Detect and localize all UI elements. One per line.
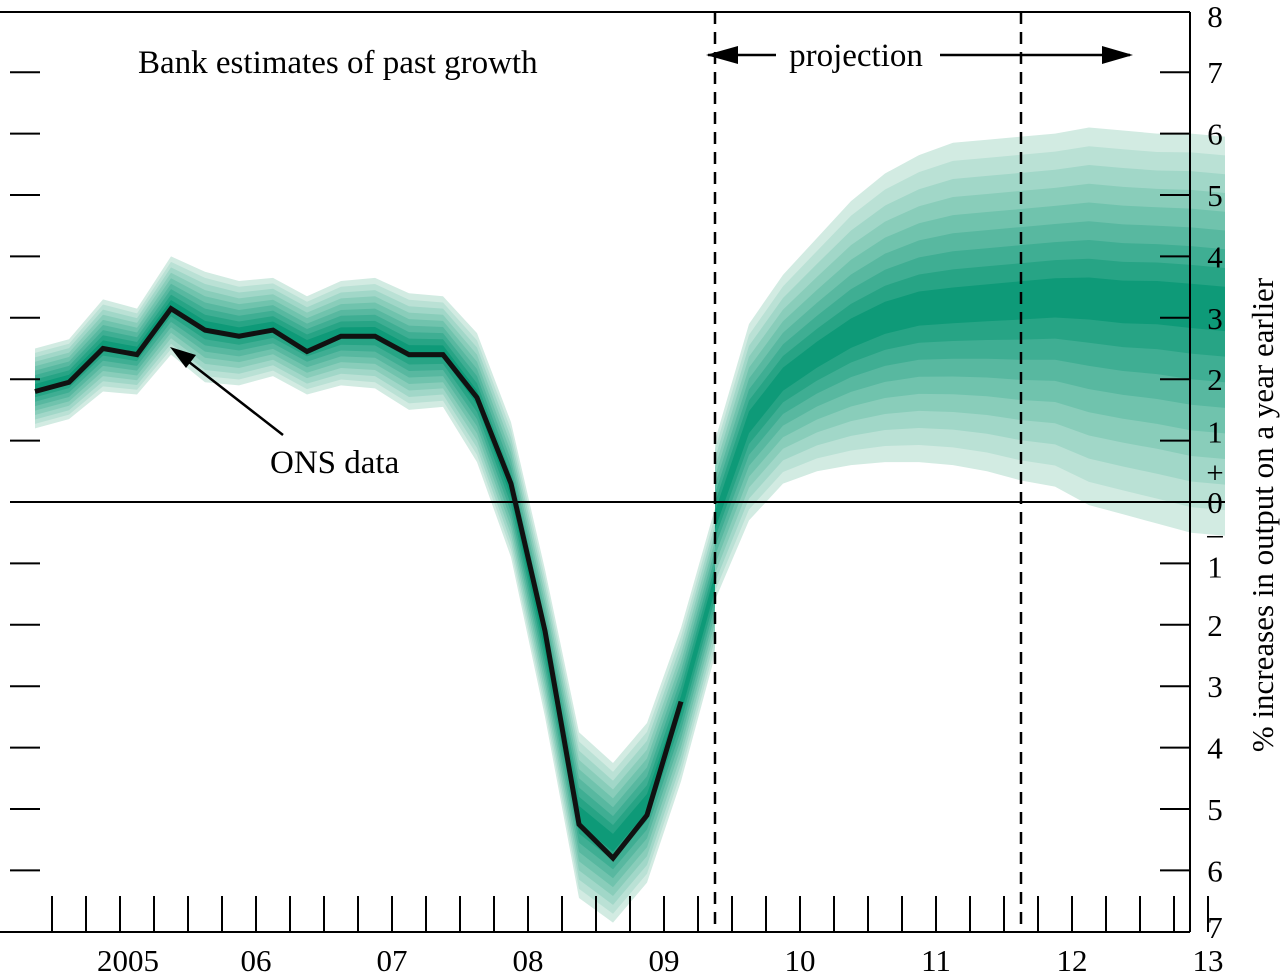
projection-arrow-right-head <box>1102 46 1133 64</box>
x-tick-label: 06 <box>241 943 272 978</box>
y-tick-label: 2 <box>1207 362 1223 397</box>
x-tick-label: 10 <box>785 943 816 978</box>
ons-arrow-shaft <box>179 354 284 436</box>
y-tick-label: 6 <box>1207 853 1223 888</box>
projection-markers <box>713 12 1023 932</box>
y-tick-label: 3 <box>1207 301 1223 336</box>
fan-bands <box>35 127 1225 923</box>
y-tick-label: 5 <box>1207 178 1223 213</box>
y-tick-label: 7 <box>1207 910 1223 945</box>
x-tick-label: 13 <box>1193 943 1224 978</box>
y-tick-label: 2 <box>1207 608 1223 643</box>
ons-data-label: ONS data <box>270 445 400 481</box>
x-tick-label: 08 <box>513 943 544 978</box>
projection-arrow-left-head <box>706 46 738 64</box>
x-tick-label: 12 <box>1057 943 1088 978</box>
projection-label: projection <box>789 38 923 74</box>
bank-estimates-label: Bank estimates of past growth <box>138 45 538 81</box>
x-tick-label: 2005 <box>97 943 159 978</box>
y-tick-label: 3 <box>1207 669 1223 704</box>
plus-sign: + <box>1206 455 1223 490</box>
y-tick-label: 5 <box>1207 792 1223 827</box>
y-tick-label: 0 <box>1207 485 1223 520</box>
y-axis-label: % increases in output on a year earlier <box>1245 277 1280 752</box>
x-tick-label: 09 <box>649 943 680 978</box>
y-tick-label: 1 <box>1207 415 1223 450</box>
y-tick-label: 1 <box>1207 549 1223 584</box>
ons-data-line <box>34 305 684 862</box>
ons-data-arrow <box>170 347 284 436</box>
minus-sign: – <box>1206 516 1223 551</box>
projection-arrows <box>706 46 1133 64</box>
y-tick-label: 7 <box>1207 55 1223 90</box>
y-tick-label: 4 <box>1207 239 1223 274</box>
ons-arrow-head <box>170 347 196 368</box>
y-tick-label: 6 <box>1207 117 1223 152</box>
projection-band-1 <box>715 277 1225 530</box>
x-tick-label: 07 <box>377 943 408 978</box>
x-tick-label: 11 <box>921 943 951 978</box>
y-tick-label: 8 <box>1207 0 1223 34</box>
y-tick-label: 4 <box>1207 731 1223 766</box>
backcast-band-1 <box>35 300 715 852</box>
